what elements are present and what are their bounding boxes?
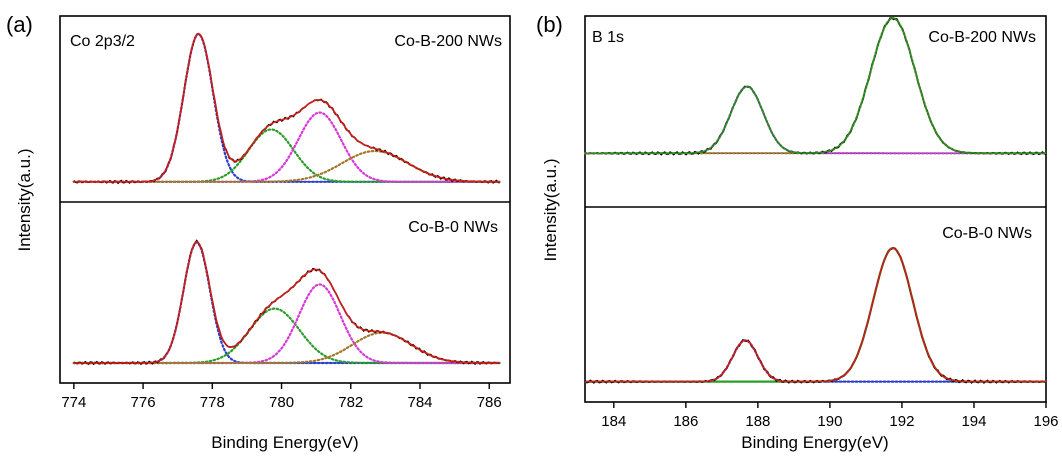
fitted-envelope [73,240,500,364]
component-peak-1 [583,339,1048,383]
component-peak-3 [72,283,501,365]
panel-a-label: (a) [6,12,33,37]
panel-a-bottom-curves [72,239,501,366]
x-tick-label: 780 [269,394,294,411]
measured-spectrum [73,239,500,366]
panel-a-frame [59,15,511,384]
panel-b-x-ticks: 184 186 188 190 192 194 196 [601,402,1059,430]
measured-spectrum [584,247,1047,384]
x-tick-label: 774 [61,394,86,411]
panel-b-top-curves [583,16,1048,156]
x-tick-label: 196 [1033,413,1058,430]
component-peak-2 [72,128,501,183]
panel-a-bottom-annotation-sample: Co-B-0 NWs [408,219,498,236]
component-peak-3 [72,111,501,183]
x-tick-label: 186 [673,413,698,430]
panel-b-bottom-curves [583,246,1048,384]
fitted-envelope [585,247,1046,383]
fitted-envelope [585,17,1046,155]
panel-a-top-annotation-element: Co 2p3/2 [70,33,135,50]
x-tick-label: 190 [817,413,842,430]
panel-b-bottom-annotation-sample: Co-B-0 NWs [942,225,1032,242]
panel-b-top-annotation-sample: Co-B-200 NWs [928,29,1036,46]
panel-b-frame [584,15,1047,403]
x-tick-label: 776 [131,394,156,411]
panel-a-x-ticks: 774 776 778 780 782 784 786 [61,383,502,411]
component-peak-1 [72,240,501,365]
panel-a-top-curves [72,32,501,185]
component-peak-2 [585,246,1046,383]
x-tick-label: 194 [961,413,986,430]
panel-a-top-annotation-sample: Co-B-200 NWs [394,33,502,50]
panel-a: (a) Co 2p3/2 Co-B-200 NWs Co-B-0 NWs 774… [6,12,511,452]
x-tick-label: 782 [338,394,363,411]
panel-b-top-annotation-element: B 1s [592,29,624,46]
x-tick-label: 192 [889,413,914,430]
component-peak-2 [72,307,501,365]
panel-a-x-axis-label: Binding Energy(eV) [211,433,358,452]
panel-a-y-axis-label: Intensity(a.u.) [15,149,34,252]
x-tick-label: 778 [200,394,225,411]
panel-b-y-axis-label: Intensity(a.u.) [541,159,560,262]
panel-b: (b) B 1s Co-B-200 NWs Co-B-0 NWs 184 186 1… [536,12,1059,452]
x-tick-label: 188 [745,413,770,430]
fitted-envelope [73,32,500,183]
panel-b-x-axis-label: Binding Energy(eV) [741,433,888,452]
x-tick-label: 784 [407,394,432,411]
component-peak-4 [72,331,501,365]
x-tick-label: 786 [477,394,502,411]
component-peak-1 [583,85,1048,155]
x-tick-label: 184 [601,413,626,430]
panel-b-label: (b) [536,12,563,37]
